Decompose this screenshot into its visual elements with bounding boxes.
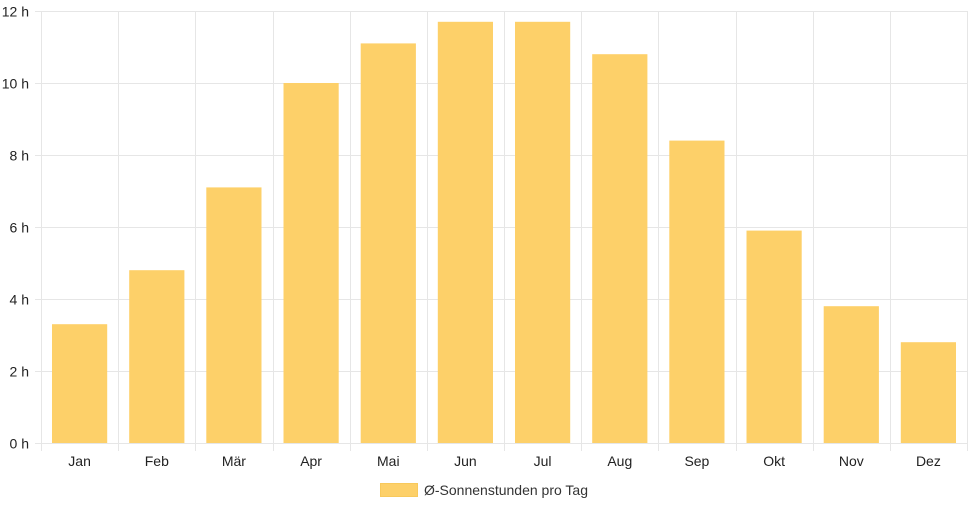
y-tick-label: 6 h <box>10 220 29 236</box>
x-tick-label: Apr <box>300 453 322 469</box>
bar-okt <box>746 230 802 443</box>
x-tick-label: Jul <box>534 453 552 469</box>
bar-series <box>52 21 956 444</box>
y-tick-label: 2 h <box>10 364 29 380</box>
bar-mär <box>206 187 262 443</box>
x-tick-label: Okt <box>763 453 785 469</box>
x-tick-label: Mai <box>377 453 400 469</box>
bar-jan <box>52 324 108 443</box>
bar-sep <box>669 140 725 443</box>
bar-jul <box>515 21 571 444</box>
y-tick-label: 8 h <box>10 148 29 164</box>
axes: 0 h 2 h 4 h 6 h 8 h 10 h 12 h Jan Feb Mär Apr Mai Ju… <box>2 4 941 470</box>
x-tick-label: Nov <box>839 453 864 469</box>
x-tick-label: Aug <box>607 453 632 469</box>
legend-label: Ø-Sonnenstunden pro Tag <box>424 482 588 498</box>
x-tick-label: Dez <box>916 453 941 469</box>
bar-chart: 0 h 2 h 4 h 6 h 8 h 10 h 12 h Jan Feb Mär Apr Mai Ju… <box>2 4 968 470</box>
x-tick-label: Mär <box>222 453 246 469</box>
bar-nov <box>823 306 879 443</box>
bar-apr <box>283 83 339 443</box>
y-tick-label: 0 h <box>10 436 29 452</box>
y-tick-label: 10 h <box>2 76 29 92</box>
bar-feb <box>129 270 185 443</box>
grid-lines <box>35 11 968 451</box>
bar-dez <box>900 342 956 443</box>
x-tick-label: Jan <box>68 453 91 469</box>
x-tick-label: Jun <box>454 453 477 469</box>
bar-aug <box>592 54 648 443</box>
x-tick-label: Feb <box>145 453 169 469</box>
bar-jun <box>437 21 493 444</box>
y-tick-label: 4 h <box>10 292 29 308</box>
x-tick-label: Sep <box>684 453 709 469</box>
legend[interactable]: Ø-Sonnenstunden pro Tag <box>0 478 968 502</box>
legend-swatch <box>380 483 418 497</box>
bar-mai <box>360 43 416 444</box>
y-tick-label: 12 h <box>2 4 29 20</box>
